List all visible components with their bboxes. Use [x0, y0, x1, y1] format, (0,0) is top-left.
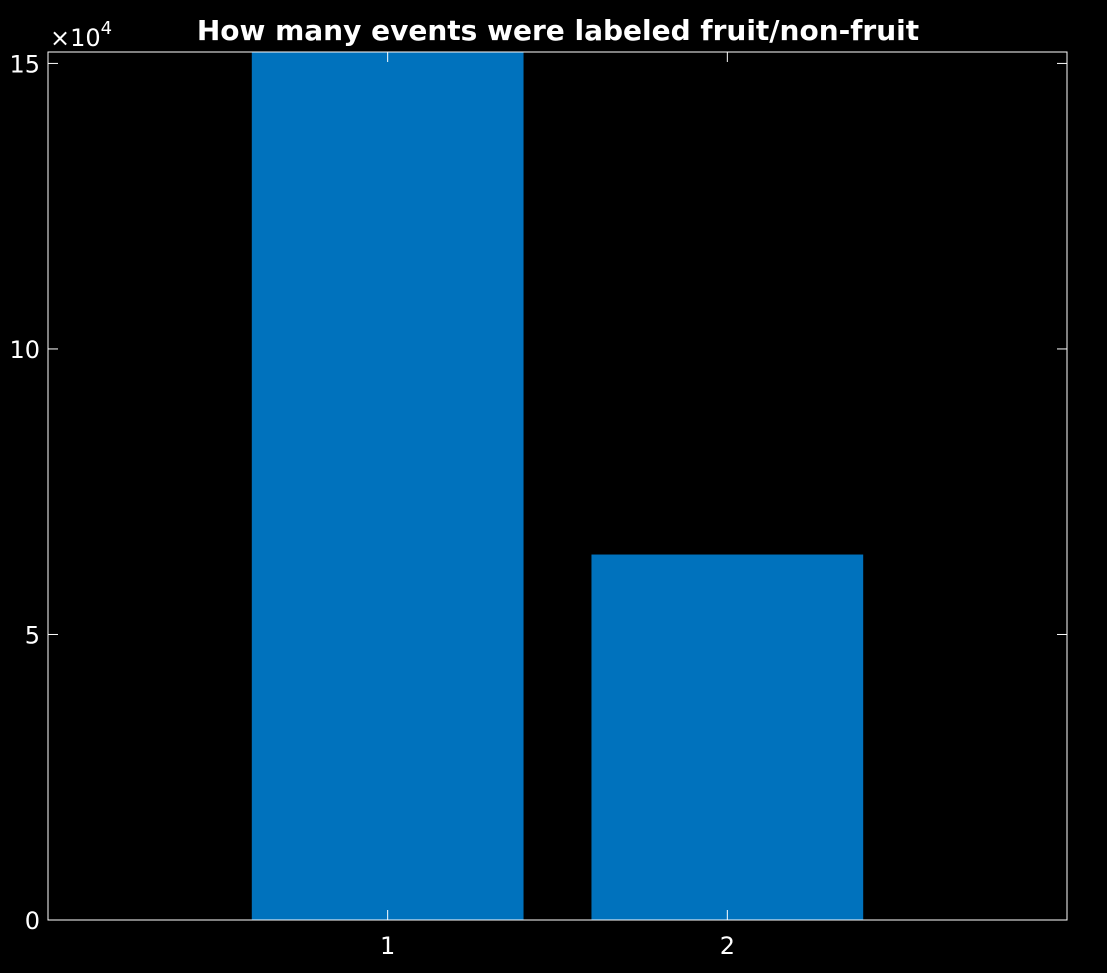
bars-layer — [251, 52, 864, 920]
y-tick-label: 10 — [9, 336, 40, 364]
x-tick-label: 1 — [380, 932, 395, 960]
chart-title: How many events were labeled fruit/non-f… — [197, 14, 919, 47]
y-exponent-power: 4 — [101, 18, 112, 39]
axes-box — [47, 51, 1068, 921]
y-tick-label: 0 — [25, 907, 40, 935]
y-tick-label: 5 — [25, 621, 40, 649]
bar-2 — [591, 554, 864, 920]
bar-1 — [251, 52, 524, 920]
axes-layer: 0 5 10 15 1 2 — [9, 50, 1068, 960]
y-exponent-label: ×104 — [50, 18, 112, 52]
y-exponent-base: ×10 — [50, 24, 101, 52]
y-tick-label: 15 — [9, 50, 40, 78]
x-tick-label: 2 — [720, 932, 735, 960]
